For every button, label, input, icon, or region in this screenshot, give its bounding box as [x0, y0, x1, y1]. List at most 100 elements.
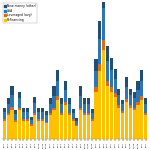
Bar [129, 95, 132, 105]
Bar [140, 70, 143, 81]
Bar [102, 8, 105, 40]
Bar [133, 92, 136, 98]
Bar [49, 104, 52, 113]
Bar [11, 95, 14, 107]
Bar [91, 113, 94, 119]
Bar [3, 121, 6, 139]
Bar [60, 116, 63, 139]
Bar [49, 98, 52, 104]
Bar [98, 39, 101, 64]
Bar [125, 102, 128, 139]
Bar [41, 108, 44, 112]
Bar [3, 108, 6, 112]
Bar [14, 122, 17, 139]
Bar [41, 121, 44, 139]
Bar [75, 126, 78, 139]
Bar [41, 112, 44, 119]
Bar [91, 121, 94, 139]
Bar [11, 110, 14, 139]
Bar [56, 70, 59, 81]
Bar [11, 86, 14, 95]
Bar [102, 0, 105, 8]
Bar [37, 119, 40, 121]
Bar [14, 114, 17, 120]
Bar [106, 61, 109, 81]
Bar [117, 89, 120, 95]
Bar [68, 98, 71, 104]
Bar [87, 98, 90, 104]
Bar [121, 111, 124, 113]
Bar [144, 113, 147, 116]
Bar [144, 116, 147, 139]
Bar [136, 90, 140, 102]
Bar [7, 104, 10, 113]
Bar [52, 86, 56, 96]
Bar [64, 81, 67, 90]
Bar [110, 58, 113, 70]
Bar [30, 124, 33, 126]
Bar [37, 112, 40, 119]
Bar [117, 95, 120, 105]
Bar [14, 120, 17, 122]
Bar [133, 98, 136, 108]
Bar [49, 113, 52, 116]
Bar [22, 112, 25, 119]
Bar [26, 108, 29, 112]
Bar [83, 104, 86, 113]
Bar [91, 109, 94, 113]
Bar [121, 100, 124, 104]
Bar [110, 92, 113, 139]
Bar [49, 116, 52, 139]
Bar [72, 119, 75, 121]
Bar [94, 71, 98, 87]
Bar [102, 40, 105, 50]
Bar [79, 110, 82, 139]
Bar [26, 121, 29, 139]
Bar [68, 116, 71, 139]
Bar [7, 113, 10, 116]
Bar [140, 81, 143, 96]
Bar [56, 100, 59, 139]
Bar [83, 98, 86, 104]
Bar [22, 119, 25, 121]
Bar [102, 50, 105, 139]
Bar [72, 113, 75, 119]
Bar [129, 89, 132, 95]
Bar [136, 105, 140, 139]
Bar [79, 96, 82, 108]
Bar [98, 71, 101, 139]
Bar [98, 64, 101, 71]
Bar [41, 119, 44, 121]
Bar [33, 116, 36, 139]
Bar [125, 78, 128, 87]
Bar [14, 110, 17, 114]
Bar [64, 105, 67, 139]
Bar [7, 98, 10, 104]
Bar [136, 102, 140, 105]
Bar [87, 104, 90, 113]
Bar [144, 98, 147, 104]
Bar [18, 108, 21, 110]
Bar [83, 116, 86, 139]
Bar [133, 110, 136, 139]
Bar [94, 59, 98, 71]
Bar [79, 108, 82, 110]
Bar [3, 119, 6, 121]
Bar [37, 121, 40, 139]
Bar [121, 104, 124, 111]
Bar [94, 87, 98, 92]
Bar [129, 105, 132, 108]
Bar [87, 113, 90, 116]
Bar [26, 112, 29, 119]
Bar [114, 93, 117, 97]
Bar [125, 99, 128, 102]
Bar [106, 46, 109, 61]
Bar [30, 120, 33, 124]
Bar [83, 113, 86, 116]
Legend: New money (other), USA, Leveraged (avg), Refinancing: New money (other), USA, Leveraged (avg),… [3, 3, 37, 23]
Bar [117, 108, 120, 139]
Bar [18, 110, 21, 139]
Bar [144, 104, 147, 113]
Bar [75, 125, 78, 126]
Bar [64, 102, 67, 105]
